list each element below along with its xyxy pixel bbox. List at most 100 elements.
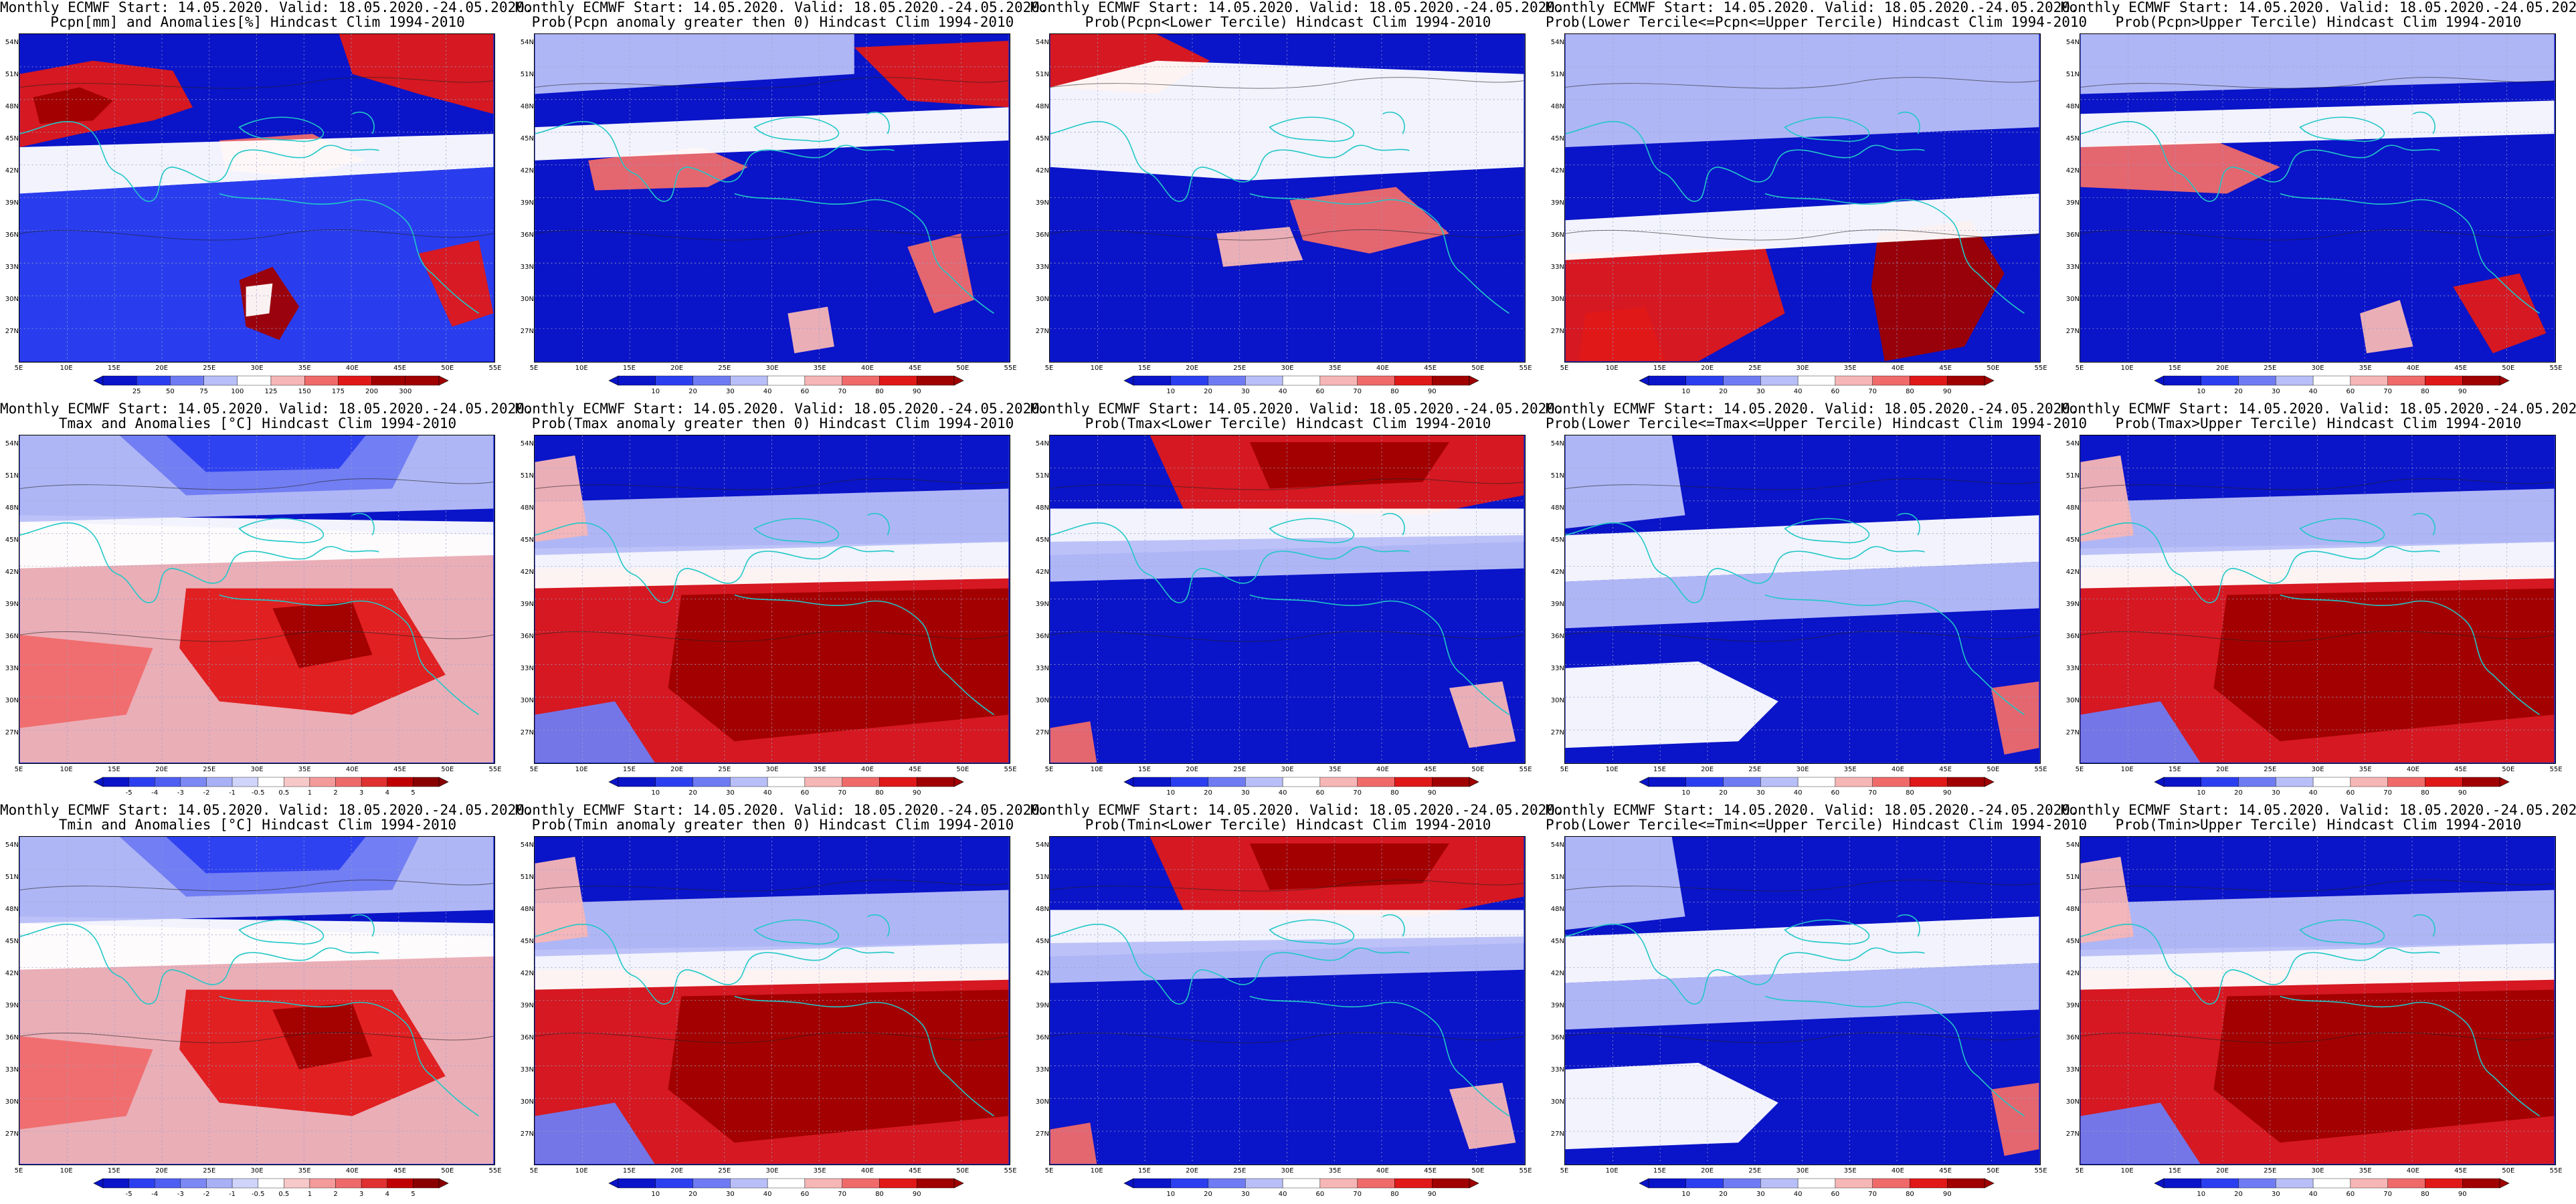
lat-label: 54N xyxy=(1035,440,1049,447)
lon-label: 35E xyxy=(1328,766,1342,773)
lon-label: 30E xyxy=(765,1167,779,1175)
lon-label: 5E xyxy=(1560,1167,1569,1175)
panel-title-line1: Monthly ECMWF Start: 14.05.2020. Valid: … xyxy=(2061,802,2576,818)
colorbar-segment xyxy=(1357,1178,1395,1189)
colorbar-segment xyxy=(180,777,207,787)
anomaly-region xyxy=(1871,220,2005,361)
colorbar-segment xyxy=(170,375,204,386)
colorbar-tick-label: 60 xyxy=(800,789,810,797)
lat-label: 48N xyxy=(1550,103,1564,110)
colorbar-segment xyxy=(1760,777,1799,787)
colorbar-tick-label: 10 xyxy=(2197,388,2206,395)
lat-label: 36N xyxy=(520,231,534,239)
coastline xyxy=(2080,914,2540,1117)
colorbar-arrow-left xyxy=(608,375,619,386)
colorbar-segment xyxy=(232,777,258,787)
panel-title-line2: Prob(Tmin anomaly greater then 0) Hindca… xyxy=(531,817,1014,833)
colorbar-segment xyxy=(1357,375,1395,386)
colorbar-tick-label: 3 xyxy=(359,1191,364,1198)
lat-label: 30N xyxy=(520,1098,534,1106)
colorbar xyxy=(2154,777,2510,787)
colorbar-segment xyxy=(2387,1178,2425,1189)
lon-label: 25E xyxy=(1748,365,1762,372)
lat-label: 54N xyxy=(5,841,19,849)
anomaly-region xyxy=(19,134,494,194)
coastline xyxy=(1565,512,2025,716)
lat-label: 51N xyxy=(2065,874,2080,881)
lat-label: 45N xyxy=(2065,938,2080,945)
colorbar-arrow-left xyxy=(2154,1178,2165,1189)
colorbar-segment xyxy=(879,1178,917,1189)
colorbar-tick-label: 20 xyxy=(688,1191,697,1198)
colorbar-tick-label: 200 xyxy=(365,388,379,395)
colorbar-tick-label: 40 xyxy=(2308,789,2318,797)
colorbar-segment xyxy=(1797,375,1836,386)
colorbar-arrow-right xyxy=(438,1178,449,1189)
lat-label: 27N xyxy=(5,729,19,736)
colorbar-segment xyxy=(1394,1178,1433,1189)
colorbar-segment xyxy=(2276,777,2314,787)
colorbar-tick-label: 70 xyxy=(838,789,847,797)
map-panel-p5: Monthly ECMWF Start: 14.05.2020. Valid: … xyxy=(2061,0,2576,401)
lat-label: 42N xyxy=(1550,970,1564,977)
panel-title: Monthly ECMWF Start: 14.05.2020. Valid: … xyxy=(515,401,1048,431)
lat-label: 42N xyxy=(1035,970,1049,977)
colorbar-tick-label: 60 xyxy=(1315,1191,1325,1198)
map-area xyxy=(19,836,495,1165)
colorbar xyxy=(2154,1178,2510,1189)
lon-label: 20E xyxy=(1701,1167,1714,1175)
lat-label: 54N xyxy=(1550,39,1564,46)
lat-label: 48N xyxy=(520,906,534,913)
lon-label: 40E xyxy=(1891,365,1904,372)
colorbar-segment xyxy=(371,375,406,386)
colorbar-tick-label: 80 xyxy=(1390,1191,1399,1198)
coastline xyxy=(535,914,994,1117)
lon-label: 15E xyxy=(1137,365,1151,372)
colorbar-segment xyxy=(270,375,305,386)
colorbar-tick-label: -1 xyxy=(229,789,236,797)
lon-label: 25E xyxy=(2264,365,2277,372)
colorbar-tick-label: 40 xyxy=(763,789,772,797)
lon-label: 50E xyxy=(956,766,970,773)
colorbar-tick-label: 20 xyxy=(1204,1191,1212,1198)
lat-label: 42N xyxy=(520,167,534,175)
lat-label: 30N xyxy=(2065,1098,2080,1106)
lat-label: 27N xyxy=(5,328,19,335)
colorbar-tick-label: 20 xyxy=(1204,388,1212,395)
lon-label: 15E xyxy=(107,1167,120,1175)
colorbar-segment xyxy=(2350,777,2388,787)
colorbar-tick-label: 70 xyxy=(1868,1191,1877,1198)
map-area xyxy=(1564,33,2041,363)
colorbar xyxy=(93,1178,449,1189)
lon-label: 30E xyxy=(250,365,264,372)
lat-label: 54N xyxy=(520,39,534,46)
lat-label: 33N xyxy=(1035,1066,1049,1074)
panel-title: Monthly ECMWF Start: 14.05.2020. Valid: … xyxy=(2061,803,2576,832)
lon-label: 20E xyxy=(155,1167,169,1175)
anomaly-region xyxy=(1565,661,1778,748)
lon-label: 55E xyxy=(488,1167,502,1175)
colorbar-segment xyxy=(2312,375,2351,386)
lon-label: 10E xyxy=(1605,766,1619,773)
colorbar-segment xyxy=(693,375,731,386)
lon-label: 50E xyxy=(2502,1167,2515,1175)
lon-label: 20E xyxy=(1701,766,1714,773)
lon-label: 30E xyxy=(765,365,779,372)
colorbar-arrow-left xyxy=(93,375,104,386)
colorbar-tick-label: 60 xyxy=(800,1191,810,1198)
map-area xyxy=(534,435,1010,764)
colorbar-tick-label: 60 xyxy=(1831,388,1840,395)
colorbar-segment xyxy=(1685,777,1724,787)
colorbar-segment xyxy=(128,1178,155,1189)
contour-line xyxy=(535,880,1009,892)
anomaly-region xyxy=(668,588,1009,742)
lat-label: 27N xyxy=(1035,729,1049,736)
lon-label: 50E xyxy=(2502,365,2515,372)
lat-label: 51N xyxy=(1035,874,1049,881)
colorbar-segment xyxy=(1910,375,1948,386)
colorbar-segment xyxy=(237,375,272,386)
lon-label: 45E xyxy=(1939,365,1952,372)
colorbar-tick-label: 40 xyxy=(2308,388,2318,395)
lat-label: 45N xyxy=(520,938,534,945)
lon-label: 20E xyxy=(1186,365,1199,372)
